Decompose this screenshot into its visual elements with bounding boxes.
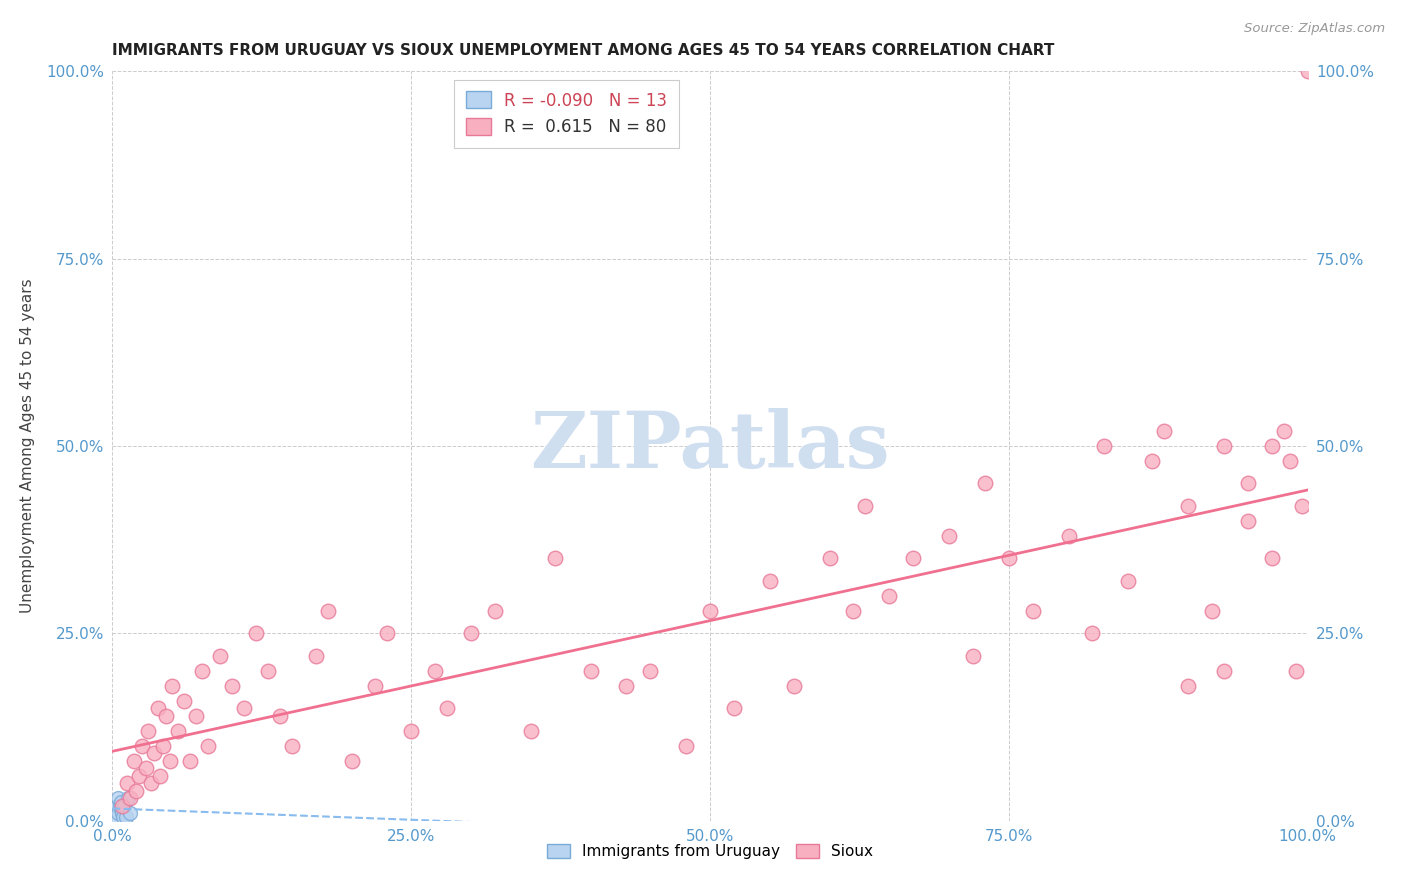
Point [143,746,166,760]
Point [135,761,157,775]
Point [111,798,134,813]
Point [1261,551,1284,566]
Point [1118,574,1140,588]
Point [167,723,190,738]
Point [1213,664,1236,678]
Point [111,806,134,821]
Point [340,754,363,768]
Point [191,664,214,678]
Point [1081,626,1104,640]
Text: IMMIGRANTS FROM URUGUAY VS SIOUX UNEMPLOYMENT AMONG AGES 45 TO 54 YEARS CORRELAT: IMMIGRANTS FROM URUGUAY VS SIOUX UNEMPLO… [112,43,1054,58]
Point [155,708,177,723]
Point [269,708,291,723]
Text: ZIPatlas: ZIPatlas [530,408,890,484]
Point [640,664,662,678]
Point [1296,64,1319,78]
Point [114,798,135,813]
Legend: Immigrants from Uruguay, Sioux: Immigrants from Uruguay, Sioux [541,838,879,865]
Point [1057,529,1080,543]
Point [1291,499,1313,513]
Point [974,476,997,491]
Text: Source: ZipAtlas.com: Source: ZipAtlas.com [1244,22,1385,36]
Point [855,499,877,513]
Point [1022,604,1045,618]
Point [138,723,160,738]
Point [782,679,804,693]
Point [209,648,232,663]
Point [107,806,129,821]
Point [879,589,901,603]
Y-axis label: Unemployment Among Ages 45 to 54 years: Unemployment Among Ages 45 to 54 years [20,278,35,614]
Point [616,679,638,693]
Point [120,806,142,821]
Point [377,626,399,640]
Point [1272,424,1295,438]
Point [723,701,745,715]
Point [460,626,482,640]
Point [484,604,506,618]
Point [1177,679,1199,693]
Point [114,810,136,824]
Point [120,791,142,805]
Point [257,664,280,678]
Point [436,701,458,715]
Point [162,679,183,693]
Point [401,723,423,738]
Point [759,574,782,588]
Point [110,802,132,816]
Point [998,551,1021,566]
Point [364,679,387,693]
Point [186,708,208,723]
Point [105,798,128,813]
Point [543,551,565,566]
Point [159,754,181,768]
Point [1261,439,1284,453]
Point [149,769,172,783]
Point [131,739,153,753]
Point [197,739,219,753]
Point [1142,454,1164,468]
Point [520,723,543,738]
Point [245,626,267,640]
Point [117,791,139,805]
Point [281,739,304,753]
Point [105,810,128,824]
Point [107,791,129,805]
Point [173,694,195,708]
Point [699,604,721,618]
Point [146,701,169,715]
Point [1094,439,1116,453]
Point [110,795,132,809]
Point [675,739,697,753]
Point [125,783,148,797]
Point [818,551,841,566]
Point [139,776,162,790]
Point [305,648,328,663]
Point [233,701,256,715]
Point [152,739,174,753]
Point [962,648,984,663]
Point [108,798,131,813]
Point [1153,424,1175,438]
Point [1201,604,1223,618]
Point [938,529,960,543]
Point [842,604,865,618]
Point [1213,439,1236,453]
Point [1177,499,1199,513]
Point [316,604,339,618]
Point [128,769,150,783]
Point [903,551,925,566]
Point [425,664,447,678]
Point [1278,454,1301,468]
Point [115,776,138,790]
Point [221,679,243,693]
Point [1237,476,1260,491]
Point [579,664,602,678]
Point [1237,514,1260,528]
Point [112,810,135,824]
Point [1285,664,1308,678]
Point [179,754,201,768]
Point [122,754,145,768]
